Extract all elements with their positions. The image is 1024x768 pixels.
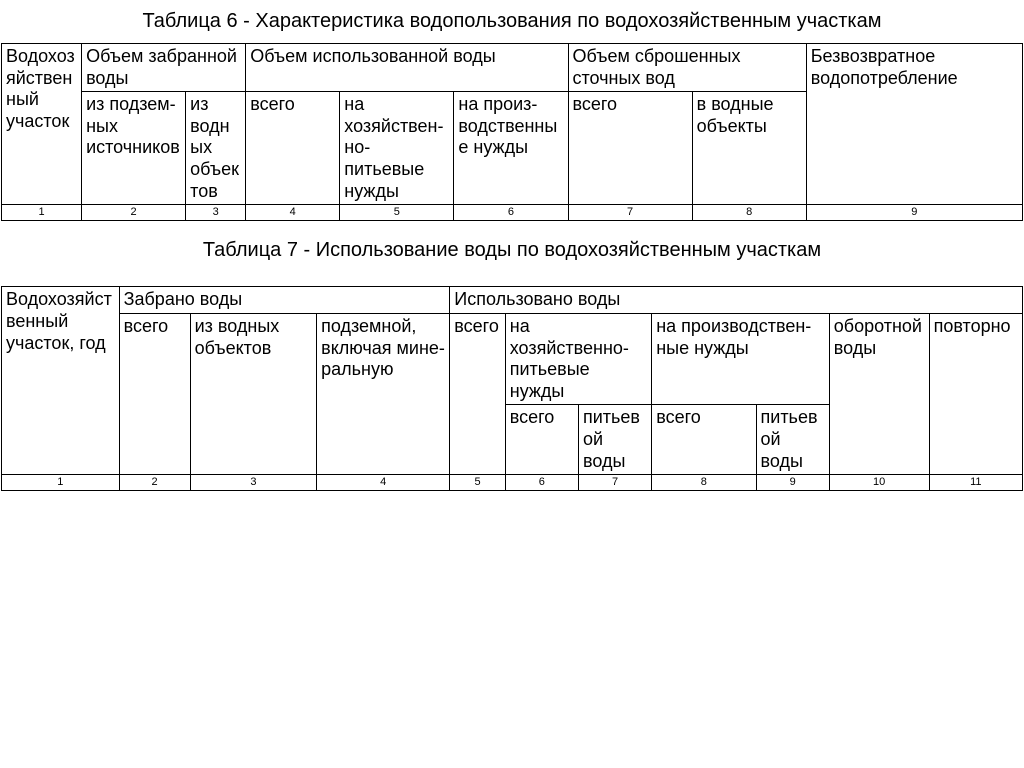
column-number: 11	[929, 475, 1022, 491]
t6-h-c2a: из подзем-ных источников	[82, 92, 186, 205]
t6-h-c4a: всего	[568, 92, 692, 205]
t7-h-c1: Водохозяйственный участок, год	[2, 287, 120, 475]
column-number: 9	[756, 475, 829, 491]
column-number: 4	[317, 475, 450, 491]
t6-h-c3a: всего	[246, 92, 340, 205]
t7-h-g2b: на хозяйственно-питьевые нужды	[505, 313, 651, 404]
t7-h-g1a: всего	[119, 313, 190, 474]
column-number: 8	[652, 475, 756, 491]
t7-h-g2c1: всего	[652, 405, 756, 475]
column-number: 4	[246, 205, 340, 221]
t7-h-g1: Забрано воды	[119, 287, 450, 314]
column-number: 2	[82, 205, 186, 221]
table7-header-row1: Водохозяйственный участок, год Забрано в…	[2, 287, 1023, 314]
t6-h-c4: Объем сброшенных сточных вод	[568, 44, 806, 92]
table7-header-row2: всего из водных объектов подземной, вклю…	[2, 313, 1023, 404]
column-number: 5	[340, 205, 454, 221]
table6-title: Таблица 6 - Характеристика водопользован…	[0, 10, 1024, 33]
t7-h-g2d: оборотной воды	[829, 313, 929, 474]
t6-h-c2: Объем забранной воды	[82, 44, 246, 92]
column-number: 5	[450, 475, 505, 491]
column-number: 1	[2, 205, 82, 221]
t7-h-g1b: из водных объектов	[190, 313, 317, 474]
t6-h-c5: Безвозвратное водопотребление	[806, 44, 1022, 205]
column-number: 7	[578, 475, 651, 491]
t7-h-g2a: всего	[450, 313, 505, 474]
t6-h-c4b: в водные объекты	[692, 92, 806, 205]
t6-h-c3: Объем использованной воды	[246, 44, 568, 92]
t7-h-g2c: на производствен-ные нужды	[652, 313, 830, 404]
column-number: 7	[568, 205, 692, 221]
table6-number-row: 123456789	[2, 205, 1023, 221]
t6-h-c3c: на произ-водственные нужды	[454, 92, 568, 205]
t6-h-c1: Водохозяйственный участок	[2, 44, 82, 205]
t7-h-g1c: подземной, включая мине-ральную	[317, 313, 450, 474]
column-number: 9	[806, 205, 1022, 221]
table6: Водохозяйственный участок Объем забранно…	[1, 43, 1023, 221]
column-number: 3	[190, 475, 317, 491]
column-number: 6	[505, 475, 578, 491]
t7-h-g2: Использовано воды	[450, 287, 1023, 314]
t6-h-c3b: на хозяйствен-но-питьевые нужды	[340, 92, 454, 205]
table7-number-row: 1234567891011	[2, 475, 1023, 491]
t7-h-g2b1: всего	[505, 405, 578, 475]
column-number: 6	[454, 205, 568, 221]
column-number: 8	[692, 205, 806, 221]
column-number: 1	[2, 475, 120, 491]
table7-title: Таблица 7 - Использование воды по водохо…	[0, 239, 1024, 262]
t7-h-g2b2: питьевой воды	[578, 405, 651, 475]
column-number: 3	[186, 205, 246, 221]
column-number: 10	[829, 475, 929, 491]
t7-h-g2e: повторно	[929, 313, 1022, 474]
t6-h-c2b: из водных объектов	[186, 92, 246, 205]
t7-h-g2c2: питьевой воды	[756, 405, 829, 475]
table7: Водохозяйственный участок, год Забрано в…	[1, 286, 1023, 491]
column-number: 2	[119, 475, 190, 491]
table6-header-row1: Водохозяйственный участок Объем забранно…	[2, 44, 1023, 92]
